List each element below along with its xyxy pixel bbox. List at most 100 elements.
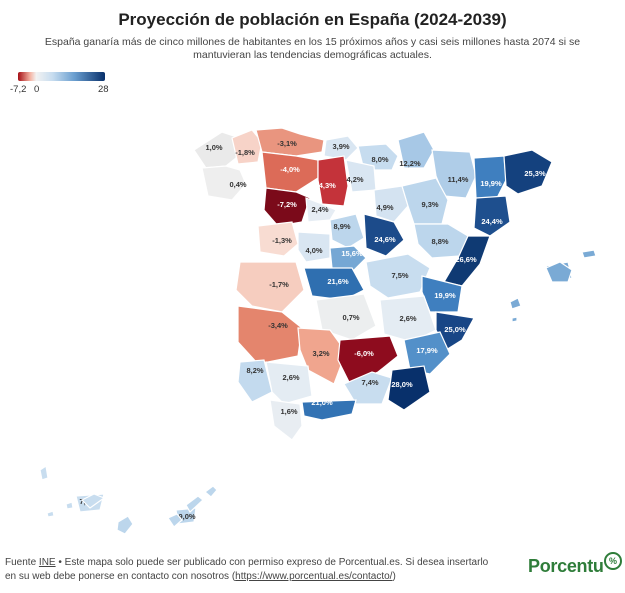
- province-value-label: 28,0%: [391, 380, 413, 389]
- footer-text: • Este mapa solo puede ser publicado con…: [5, 557, 489, 582]
- province-region-42[interactable]: [269, 399, 303, 441]
- province-value-label: 8,9%: [333, 222, 350, 231]
- canary-island-gomera[interactable]: [65, 501, 74, 510]
- province-region-14[interactable]: [503, 149, 553, 195]
- province-region-33[interactable]: [435, 311, 475, 351]
- province-value-label: 2,4%: [311, 205, 328, 214]
- province-region-1[interactable]: [231, 129, 263, 165]
- province-value-label: -6,0%: [354, 349, 374, 358]
- province-value-label: 26,6%: [455, 255, 477, 264]
- canary-island-hierro[interactable]: [46, 510, 55, 518]
- province-region-23[interactable]: [329, 245, 367, 271]
- province-value-label: 24,6%: [374, 235, 396, 244]
- balearic-mallorca[interactable]: [545, 261, 573, 283]
- province-value-label: 17,9%: [416, 346, 438, 355]
- legend-zero-label: 0: [34, 84, 40, 95]
- province-value-label: 21,6%: [327, 277, 349, 286]
- province-value-label: 3,9%: [332, 142, 349, 151]
- province-value-label: 4,0%: [305, 246, 322, 255]
- province-region-18[interactable]: [257, 221, 299, 257]
- province-value-label: 2,6%: [399, 314, 416, 323]
- province-region-13[interactable]: [473, 155, 507, 201]
- province-value-label: 1,6%: [280, 407, 297, 416]
- canary-island-tenerife[interactable]: [80, 493, 106, 509]
- color-legend: -7,2 0 28: [10, 72, 109, 102]
- province-value-label: 8,8%: [431, 237, 448, 246]
- province-region-20[interactable]: [363, 213, 405, 257]
- legend-max-label: 28: [98, 84, 109, 95]
- province-value-label: 25,3%: [524, 169, 546, 178]
- province-region-29[interactable]: [421, 275, 463, 313]
- province-value-label: 3,2%: [312, 349, 329, 358]
- province-value-label: 12,2%: [399, 159, 421, 168]
- province-value-label: -3,1%: [277, 139, 297, 148]
- province-value-label: 9,3%: [421, 200, 438, 209]
- province-value-label: 24,4%: [481, 217, 503, 226]
- province-region-9[interactable]: [317, 155, 349, 207]
- province-value-label: 8,2%: [246, 366, 263, 375]
- province-value-label: 8,0%: [371, 155, 388, 164]
- canary-island-fuerteventura[interactable]: [185, 495, 204, 513]
- province-value-label: 4,9%: [376, 203, 393, 212]
- province-value-label: 25,0%: [444, 325, 466, 334]
- canary-island-gran-canaria[interactable]: [167, 513, 183, 528]
- province-value-label: 7,5%: [391, 271, 408, 280]
- canary-island-gran-canaria-sur[interactable]: [116, 515, 134, 535]
- province-region-36[interactable]: [403, 331, 451, 375]
- province-region-41[interactable]: [301, 399, 357, 421]
- province-value-label: -1,8%: [235, 148, 255, 157]
- province-region-5[interactable]: [323, 135, 359, 161]
- province-region-40[interactable]: [387, 365, 431, 411]
- province-region-34[interactable]: [297, 327, 347, 385]
- map-subtitle: España ganaría más de cinco millones de …: [44, 36, 581, 61]
- balearic-menorca[interactable]: [581, 249, 597, 259]
- province-region-35[interactable]: [337, 335, 399, 385]
- footer-contact-link[interactable]: https://www.porcentual.es/contacto/: [235, 571, 393, 582]
- province-region-32[interactable]: [237, 305, 303, 365]
- province-value-label: 9,0%: [178, 512, 195, 521]
- province-region-30[interactable]: [315, 293, 377, 341]
- province-value-label: -7,2%: [277, 200, 297, 209]
- footer-source-link[interactable]: INE: [38, 557, 56, 568]
- province-region-38[interactable]: [265, 361, 313, 405]
- province-region-17[interactable]: [473, 195, 511, 237]
- province-region-11[interactable]: [305, 197, 337, 223]
- province-value-label: 19,9%: [434, 291, 456, 300]
- province-value-label: 19,9%: [480, 179, 502, 188]
- footer-note: Fuente INE • Este mapa solo puede ser pu…: [5, 556, 495, 584]
- balearic-ibiza[interactable]: [509, 297, 522, 310]
- province-value-label: 0,7%: [342, 313, 359, 322]
- porcentual-logo: Porcentu: [528, 556, 604, 576]
- province-value-label: 1,0%: [205, 143, 222, 152]
- province-value-label: 4,2%: [346, 175, 363, 184]
- province-value-label: 7,4%: [361, 378, 378, 387]
- canary-island-la-palma[interactable]: [39, 464, 49, 481]
- province-region-37[interactable]: [237, 359, 273, 403]
- balearic-formentera[interactable]: [511, 316, 518, 323]
- province-value-label: 11,4%: [448, 175, 469, 184]
- province-region-3[interactable]: [201, 165, 247, 201]
- province-value-label: 0,4%: [229, 180, 246, 189]
- province-value-label: -3,4%: [268, 321, 288, 330]
- province-region-8[interactable]: [263, 187, 311, 227]
- canary-island-lanzarote[interactable]: [204, 485, 218, 498]
- province-region-22[interactable]: [297, 231, 331, 263]
- province-region-28[interactable]: [365, 253, 431, 299]
- footer-prefix: Fuente: [5, 557, 39, 568]
- province-value-label: 15,6%: [341, 249, 363, 258]
- legend-gradient-bar: [18, 72, 105, 81]
- province-value-label: -1,7%: [269, 280, 289, 289]
- province-region-15[interactable]: [373, 185, 409, 223]
- legend-min-label: -7,2: [10, 84, 27, 95]
- map-title: Proyección de población en España (2024-…: [118, 10, 507, 29]
- province-region-12[interactable]: [431, 149, 477, 199]
- province-value-label: 2,6%: [282, 373, 299, 382]
- province-region-7[interactable]: [397, 131, 435, 169]
- province-value-label: -4,3%: [316, 181, 336, 190]
- footer-text-end: ): [392, 571, 396, 582]
- province-region-19[interactable]: [329, 213, 365, 249]
- province-value-label: -1,3%: [272, 236, 292, 245]
- percent-badge-icon: %: [604, 552, 622, 570]
- province-value-label: -4,0%: [280, 165, 300, 174]
